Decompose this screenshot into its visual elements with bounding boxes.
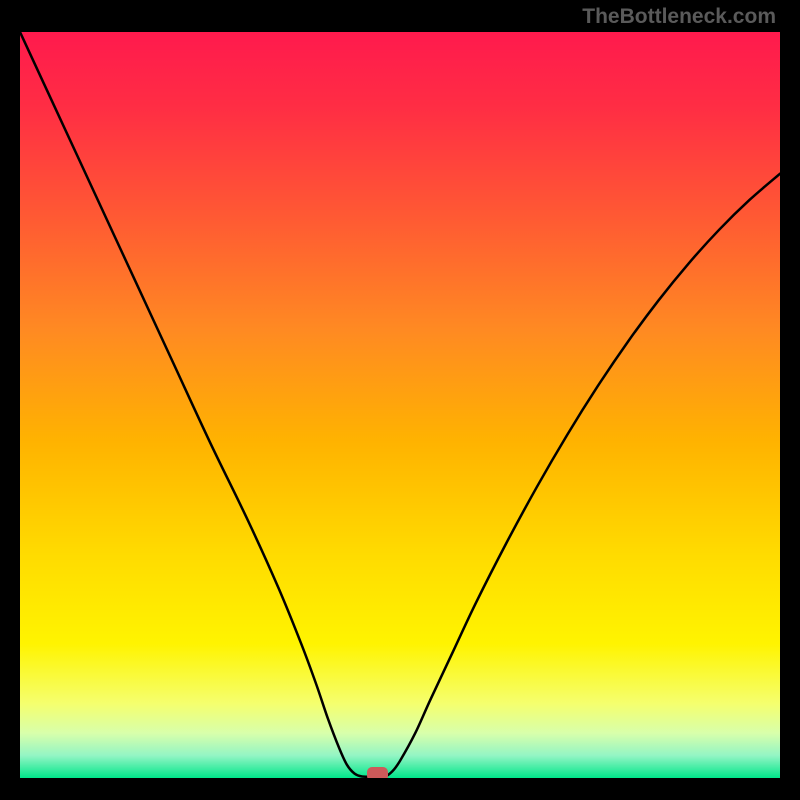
plot-area — [20, 32, 780, 778]
curve-path — [20, 32, 780, 777]
watermark-text: TheBottleneck.com — [582, 5, 776, 29]
bottleneck-curve — [20, 32, 780, 778]
minimum-marker — [367, 767, 388, 781]
chart-container: TheBottleneck.com — [0, 0, 800, 800]
